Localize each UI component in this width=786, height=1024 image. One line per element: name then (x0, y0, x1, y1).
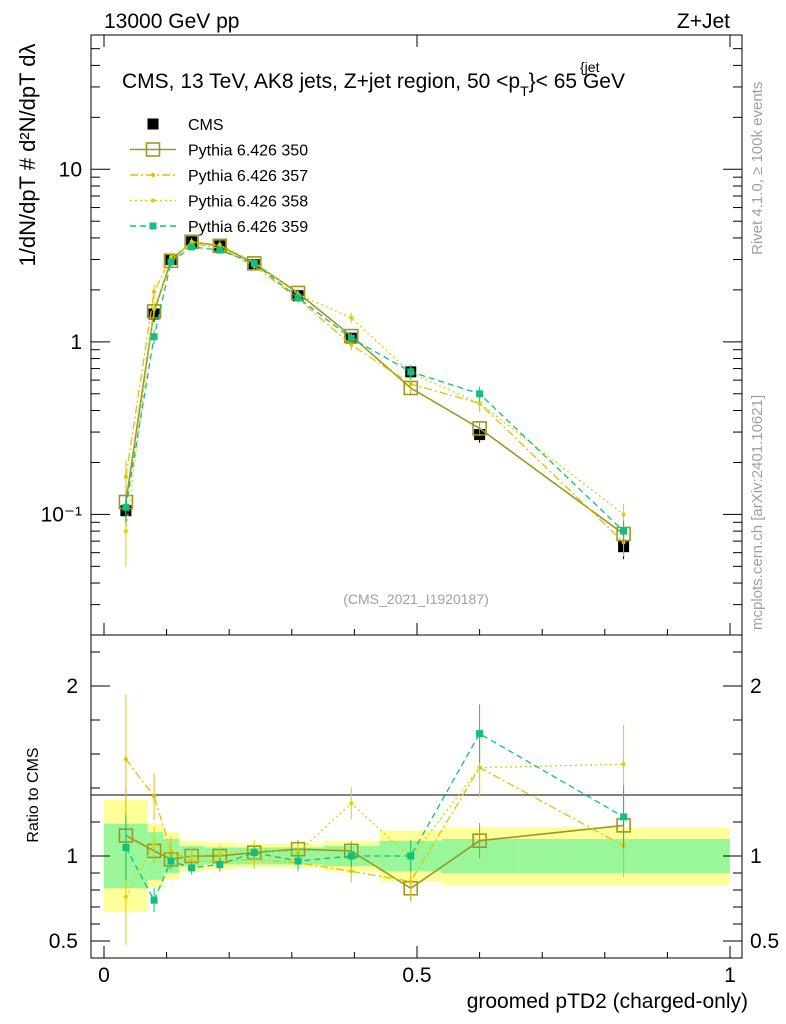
ratio-point-1 (472, 833, 487, 849)
header-right: Z+Jet (677, 10, 730, 33)
plot-title-sub: T (520, 83, 529, 99)
plot-title: CMS, 13 TeV, AK8 jets, Z+jet region, 50 … (122, 70, 625, 99)
ratio-point-4 (167, 857, 175, 865)
ratio-panel-frame (90, 634, 743, 959)
ratio-point-4 (620, 813, 628, 821)
y-axis-label-ratio: Ratio to CMS (25, 747, 42, 842)
legend: CMS Pythia 6.426 350 Pythia 6.426 357 Pythi… (130, 117, 308, 236)
point-3 (217, 242, 222, 247)
series-2 (123, 239, 626, 897)
ratio-tick-label-right-2: 2 (750, 675, 762, 698)
ratio-point-4 (407, 852, 415, 860)
ratio-point-4 (122, 844, 130, 851)
ratio-point-3 (152, 842, 157, 847)
point-2 (152, 289, 157, 294)
plot-title-tail: }< 65 GeV (529, 70, 625, 93)
analysis-id: (CMS_2021_I1920187) (343, 591, 489, 607)
ratio-point-4 (216, 861, 224, 868)
series-line-4 (125, 246, 625, 532)
point-4 (188, 243, 196, 251)
x-tick-label-0: 0 (98, 964, 110, 987)
axes: 0 0.5 1 10⁻¹ 1 10 0.5 0.5 1 1 2 2 (41, 34, 779, 987)
series-line-2 (125, 243, 625, 543)
point-3 (152, 306, 157, 311)
ratio-tick-label-2: 2 (66, 675, 78, 698)
side-label-bottom: mcplots.cern.ch [arXiv:2401.10621] (749, 395, 766, 630)
ratio-tick-label-0: 0.5 (49, 930, 78, 953)
legend-label-2: Pythia 6.426 357 (188, 168, 308, 185)
point-3 (621, 512, 626, 517)
plot-title-sup: {jet (580, 59, 600, 75)
ratio-point-3 (217, 852, 222, 857)
y-axis-label-top: 1/dN/dpT # d²N/dpT dλ (15, 44, 40, 267)
ratio-point-3 (189, 854, 194, 858)
y-tick-label-0: 10⁻¹ (41, 503, 82, 526)
point-3 (123, 529, 128, 534)
point-4 (150, 333, 158, 341)
ratio-point-4 (250, 849, 258, 857)
ratio-point-2 (152, 794, 157, 799)
x-tick-label-2: 1 (724, 964, 736, 987)
ratio-point-2 (408, 879, 413, 884)
side-label-top: Rivet 4.1.0, ≥ 100k events (749, 82, 766, 255)
y-tick-label-1: 1 (70, 331, 82, 354)
point-4 (122, 503, 130, 511)
ratio-point-4 (347, 852, 355, 860)
legend-label-0: CMS (188, 117, 224, 134)
point-3 (477, 401, 482, 406)
series-group (118, 234, 631, 946)
legend-label-3: Pythia 6.426 358 (188, 194, 308, 211)
series-0 (120, 236, 630, 560)
point-3 (349, 315, 354, 320)
point-4 (250, 259, 258, 267)
ratio-point-4 (294, 857, 302, 865)
series-4 (122, 243, 628, 912)
point-2 (123, 474, 128, 479)
legend-marker-0 (147, 118, 159, 130)
point-3 (189, 239, 194, 244)
ratio-line-4 (125, 732, 624, 902)
ratio-tick-label-right-0: 0.5 (750, 930, 779, 953)
point-4 (407, 368, 415, 376)
y-tick-label-2: 10 (59, 158, 82, 181)
point-4 (216, 246, 224, 254)
ratio-point-3 (477, 765, 482, 770)
header-left: 13000 GeV pp (104, 10, 239, 33)
legend-marker-4 (149, 222, 157, 230)
ratio-tick-label-1: 1 (66, 845, 78, 868)
ratio-point-3 (349, 801, 354, 806)
ratio-point-3 (621, 762, 626, 767)
ratio-point-4 (150, 896, 158, 904)
series-line-1 (125, 240, 625, 535)
series-1 (118, 234, 631, 901)
point-4 (294, 294, 302, 302)
ratio-point-2 (123, 757, 128, 762)
legend-label-4: Pythia 6.426 359 (188, 219, 308, 236)
plot-title-main: CMS, 13 TeV, AK8 jets, Z+jet region, 50 … (122, 70, 520, 93)
x-axis-label: groomed pTD2 (charged-only) (467, 990, 748, 1013)
x-tick-label-1: 0.5 (402, 964, 431, 987)
ratio-tick-label-right-1: 1 (750, 845, 762, 868)
ratio-point-4 (476, 730, 484, 738)
ratio-point-2 (252, 857, 257, 862)
point-1 (472, 421, 487, 436)
ratio-line-2 (125, 758, 624, 883)
legend-marker-2 (151, 173, 155, 177)
point-4 (347, 334, 355, 342)
point-4 (476, 390, 484, 398)
ratio-point-3 (123, 894, 128, 899)
legend-label-1: Pythia 6.426 350 (188, 143, 308, 160)
point-4 (620, 527, 628, 535)
ratio-point-4 (188, 864, 196, 872)
legend-marker-1 (145, 142, 161, 157)
series-line-3 (125, 241, 624, 532)
point-4 (167, 258, 175, 266)
point-2 (349, 342, 354, 347)
point-2 (408, 381, 413, 386)
legend-marker-3 (151, 198, 155, 203)
ratio-point-2 (349, 869, 354, 874)
